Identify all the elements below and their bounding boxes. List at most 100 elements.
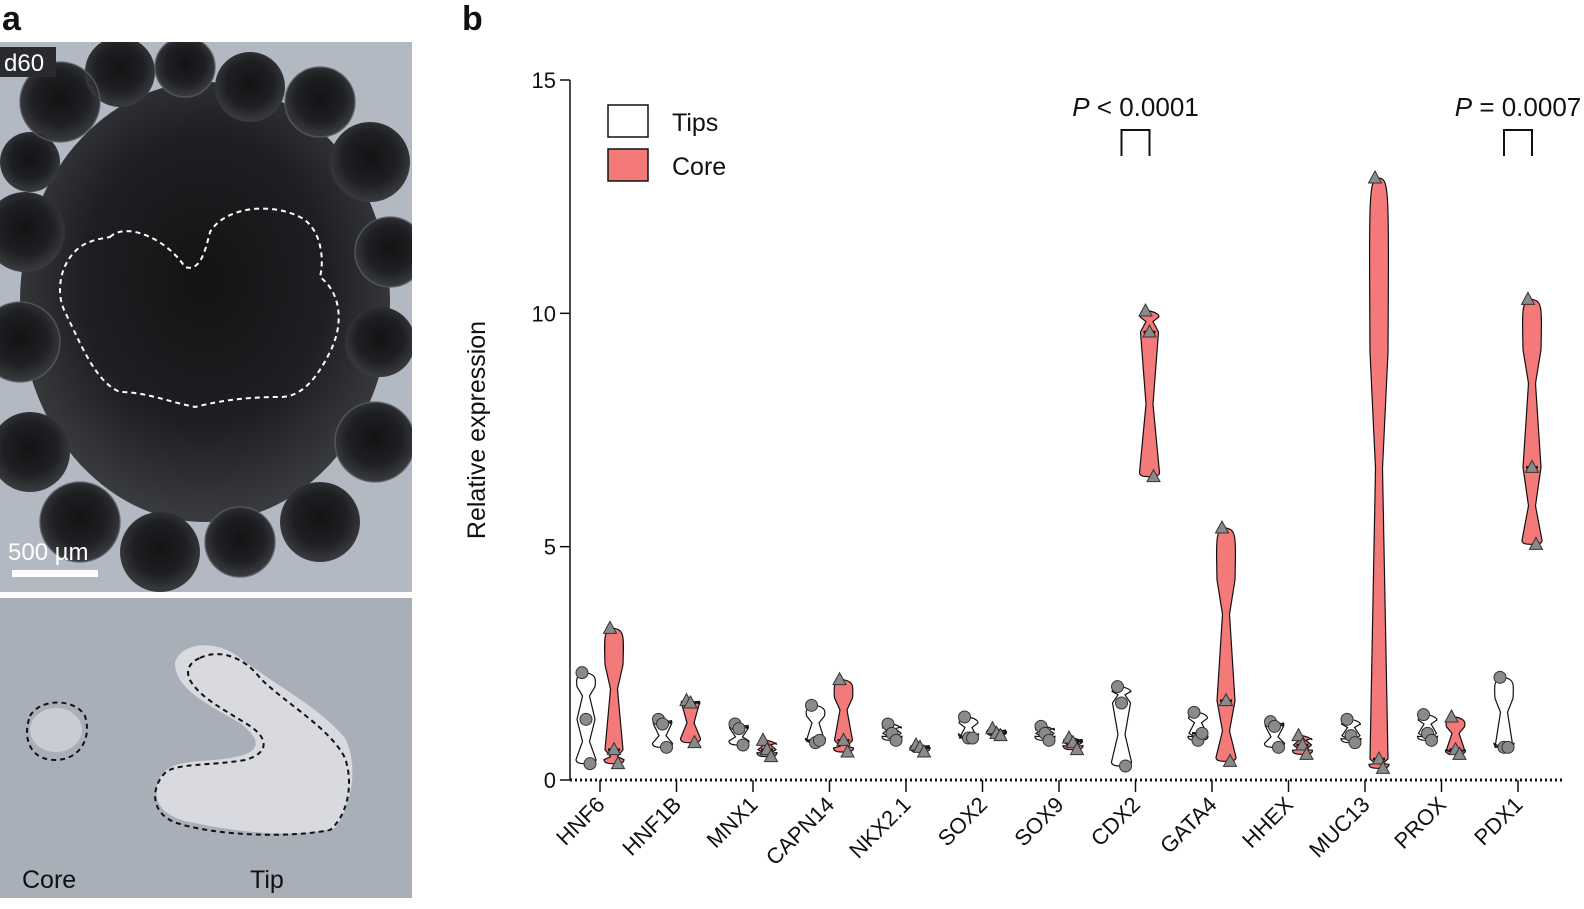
point-tips-SOX2-2 <box>966 731 979 745</box>
violin-series <box>575 177 1543 769</box>
x-tick-label-PROX: PROX <box>1389 792 1451 854</box>
point-core-MUC13-2 <box>1375 760 1391 774</box>
x-tick-label-NKX2.1: NKX2.1 <box>844 792 915 863</box>
point-core-PDX1-1 <box>1524 459 1540 473</box>
point-core-CDX2-2 <box>1146 468 1161 483</box>
dissected-tissue-image: Core Tip <box>0 598 412 898</box>
point-core-PDX1-2 <box>1528 536 1544 550</box>
point-core-PROX-0 <box>1444 708 1459 723</box>
point-tips-MNX1-2 <box>736 738 750 752</box>
bracket-CDX2 <box>1120 129 1151 156</box>
point-tips-CDX2-1 <box>1115 696 1128 710</box>
x-tick-label-MUC13: MUC13 <box>1304 792 1374 862</box>
point-tips-HNF1B-1 <box>656 717 669 731</box>
x-tick-label-GATA4: GATA4 <box>1155 792 1221 858</box>
x-tick-label-MNX1: MNX1 <box>702 792 763 853</box>
point-tips-SOX9-2 <box>1042 733 1056 747</box>
point-core-CDX2-1 <box>1142 323 1157 338</box>
organoid-mass <box>0 42 412 592</box>
x-tick-label-CDX2: CDX2 <box>1086 792 1145 851</box>
core-piece <box>30 708 82 752</box>
legend-swatch-tips <box>607 104 649 138</box>
day-label: d60 <box>4 50 44 77</box>
x-tick-label-CAPN14: CAPN14 <box>761 792 839 870</box>
p-value-text: < 0.0001 <box>1090 92 1199 122</box>
point-core-SOX9-2 <box>1069 741 1085 756</box>
legend: Tips Core <box>607 104 726 182</box>
point-tips-CAPN14-2 <box>813 733 826 747</box>
point-tips-PDX1-0 <box>1493 670 1507 684</box>
point-core-HNF6-0 <box>602 620 618 634</box>
point-tips-MUC13-2 <box>1348 736 1362 750</box>
point-tips-MNX1-1 <box>732 722 746 736</box>
violin-tips-PDX1 <box>1493 676 1515 748</box>
point-core-GATA4-2 <box>1222 753 1238 767</box>
point-tips-HNF6-2 <box>583 757 597 771</box>
point-tips-GATA4-2 <box>1195 726 1209 740</box>
tip-outline-dashed <box>154 653 351 836</box>
point-core-HNF1B-1 <box>683 694 698 709</box>
core-outline <box>59 207 340 409</box>
legend-swatch-core <box>607 148 649 182</box>
point-tips-HNF1B-2 <box>660 740 673 754</box>
violin-core-GATA4 <box>1215 527 1237 762</box>
point-core-CDX2-0 <box>1138 302 1153 317</box>
core-outline-dashed <box>26 701 88 762</box>
point-tips-CDX2-0 <box>1111 680 1124 694</box>
point-core-GATA4-0 <box>1214 519 1230 534</box>
p-symbol: P <box>1072 92 1090 122</box>
y-tick-label-5: 5 <box>544 535 556 560</box>
organoid-micrograph: d60 500 µm <box>0 42 412 592</box>
point-tips-PROX-2 <box>1425 733 1438 747</box>
point-core-HNF6-2 <box>610 755 626 770</box>
point-tips-CDX2-2 <box>1119 759 1132 773</box>
scale-bar <box>12 570 98 577</box>
x-tick-label-SOX2: SOX2 <box>933 792 992 851</box>
data-points <box>575 169 1544 774</box>
point-core-CAPN14-0 <box>832 671 847 686</box>
scale-bar-label: 500 µm <box>8 539 89 566</box>
point-core-MNX1-2 <box>763 748 779 763</box>
point-core-CAPN14-1 <box>836 732 851 746</box>
y-axis-label: Relative expression <box>463 321 491 539</box>
significance-annotations: P < 0.0001 P = 0.0007 <box>1072 92 1580 156</box>
point-tips-PDX1-2 <box>1501 740 1515 754</box>
point-core-SOX2-2 <box>993 727 1008 742</box>
legend-label-core: Core <box>672 153 726 181</box>
point-tips-SOX2-0 <box>958 710 971 724</box>
point-core-MUC13-1 <box>1371 750 1387 765</box>
x-tick-label-SOX9: SOX9 <box>1009 792 1068 851</box>
chart-axes: 0 5 10 15 <box>532 68 1562 793</box>
point-core-HHEX-2 <box>1299 746 1314 760</box>
point-core-NKX2.1-2 <box>916 743 932 758</box>
point-core-MNX1-0 <box>755 732 771 746</box>
point-tips-HNF6-1 <box>579 712 593 726</box>
p-value-text: = 0.0007 <box>1472 92 1580 122</box>
point-core-MUC13-0 <box>1367 169 1383 184</box>
x-tick-label-HHEX: HHEX <box>1237 792 1298 853</box>
point-tips-CAPN14-0 <box>805 698 818 712</box>
point-core-CAPN14-2 <box>840 743 855 758</box>
legend-label-tips: Tips <box>672 109 718 137</box>
point-core-PDX1-0 <box>1520 291 1536 305</box>
p-symbol: P <box>1455 92 1473 122</box>
p-value-PDX1: P = 0.0007 <box>1455 92 1580 122</box>
tip-piece <box>156 645 353 834</box>
panel-a-label: a <box>2 0 21 38</box>
point-core-HNF6-1 <box>606 741 622 756</box>
p-value-CDX2: P < 0.0001 <box>1072 92 1199 122</box>
point-tips-HNF6-0 <box>575 666 589 680</box>
point-tips-NKX2.1-2 <box>889 733 903 747</box>
y-tick-label-0: 0 <box>544 768 556 793</box>
point-tips-GATA4-0 <box>1187 705 1201 719</box>
point-core-HHEX-1 <box>1295 736 1310 751</box>
violin-core-PDX1 <box>1521 298 1543 545</box>
point-tips-MUC13-0 <box>1340 712 1354 726</box>
point-core-GATA4-1 <box>1218 692 1234 707</box>
violin-core-MUC13 <box>1368 177 1390 769</box>
bracket-PDX1 <box>1503 129 1533 156</box>
y-tick-label-15: 15 <box>532 68 556 93</box>
point-tips-PROX-0 <box>1417 708 1430 722</box>
